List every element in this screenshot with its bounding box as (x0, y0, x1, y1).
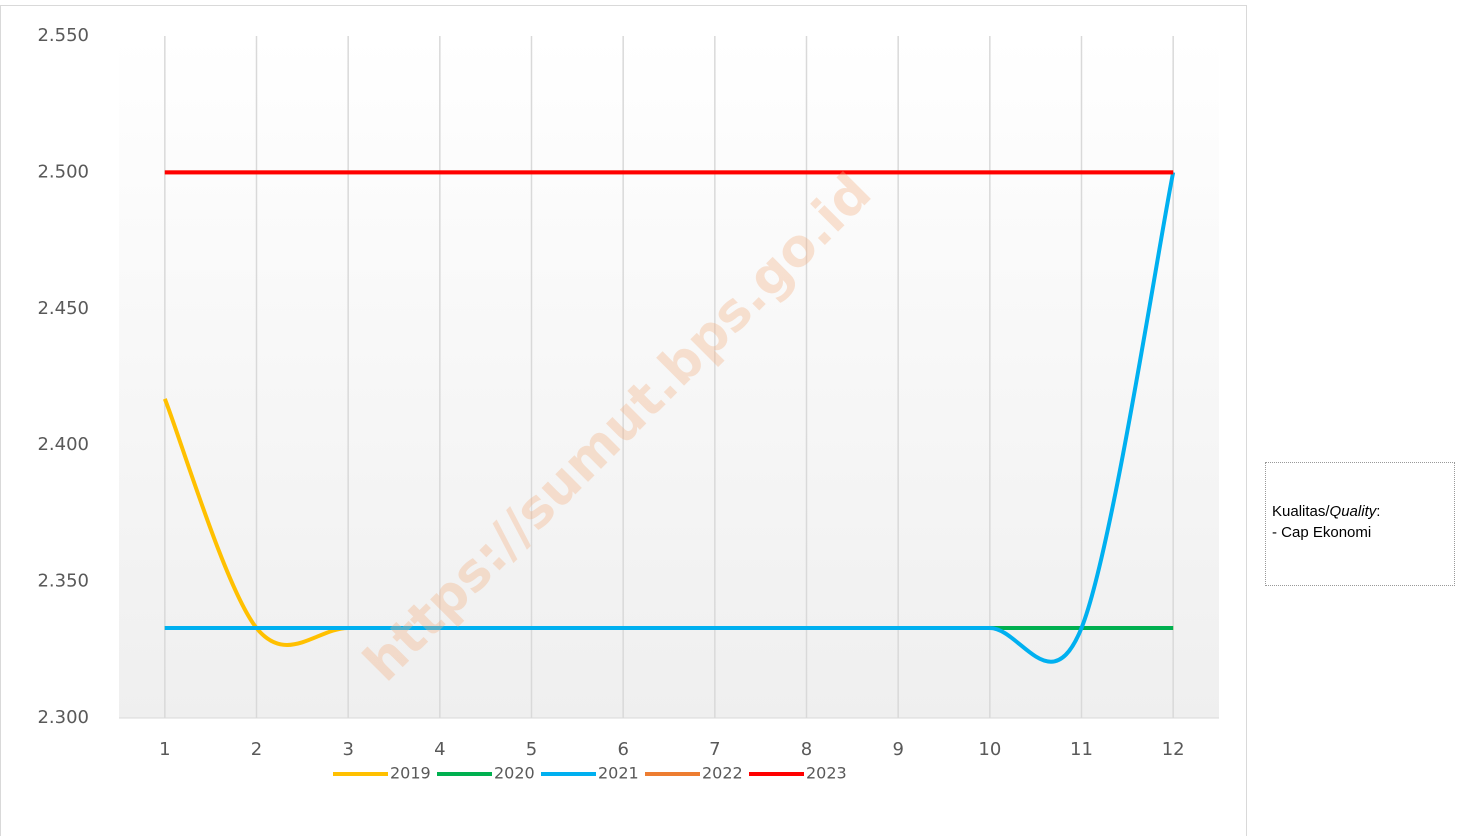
plot-area (119, 36, 1219, 718)
y-tick-label: 2.350 (37, 571, 89, 592)
legend-label: 2020 (494, 764, 535, 783)
note-item: - Cap Ekonomi (1272, 524, 1372, 541)
y-tick-label: 2.550 (37, 25, 89, 46)
x-tick-label: 6 (617, 739, 628, 760)
legend-label: 2023 (806, 764, 847, 783)
x-tick-label: 8 (801, 739, 812, 760)
note-label-suffix: : (1376, 503, 1381, 520)
note-label-italic: Quality (1329, 503, 1377, 520)
y-tick-label: 2.300 (37, 707, 89, 728)
legend-label: 2022 (702, 764, 743, 783)
x-tick-label: 12 (1162, 739, 1185, 760)
x-tick-label: 7 (709, 739, 720, 760)
note-label: Kualitas/ (1272, 503, 1330, 520)
x-tick-label: 9 (892, 739, 903, 760)
y-tick-label: 2.500 (37, 161, 89, 182)
y-tick-label: 2.450 (37, 298, 89, 319)
x-tick-label: 11 (1070, 739, 1093, 760)
series-line (164, 172, 1176, 664)
x-tick-label: 1 (159, 739, 170, 760)
y-tick-label: 2.400 (37, 434, 89, 455)
note-box: Kualitas/Quality: - Cap Ekonomi (1265, 462, 1455, 586)
legend-label: 2019 (390, 764, 431, 783)
legend-label: 2021 (598, 764, 639, 783)
x-tick-label: 4 (434, 739, 445, 760)
x-tick-label: 2 (251, 739, 262, 760)
x-tick-label: 3 (342, 739, 353, 760)
x-tick-label: 10 (978, 739, 1001, 760)
x-tick-label: 5 (526, 739, 537, 760)
